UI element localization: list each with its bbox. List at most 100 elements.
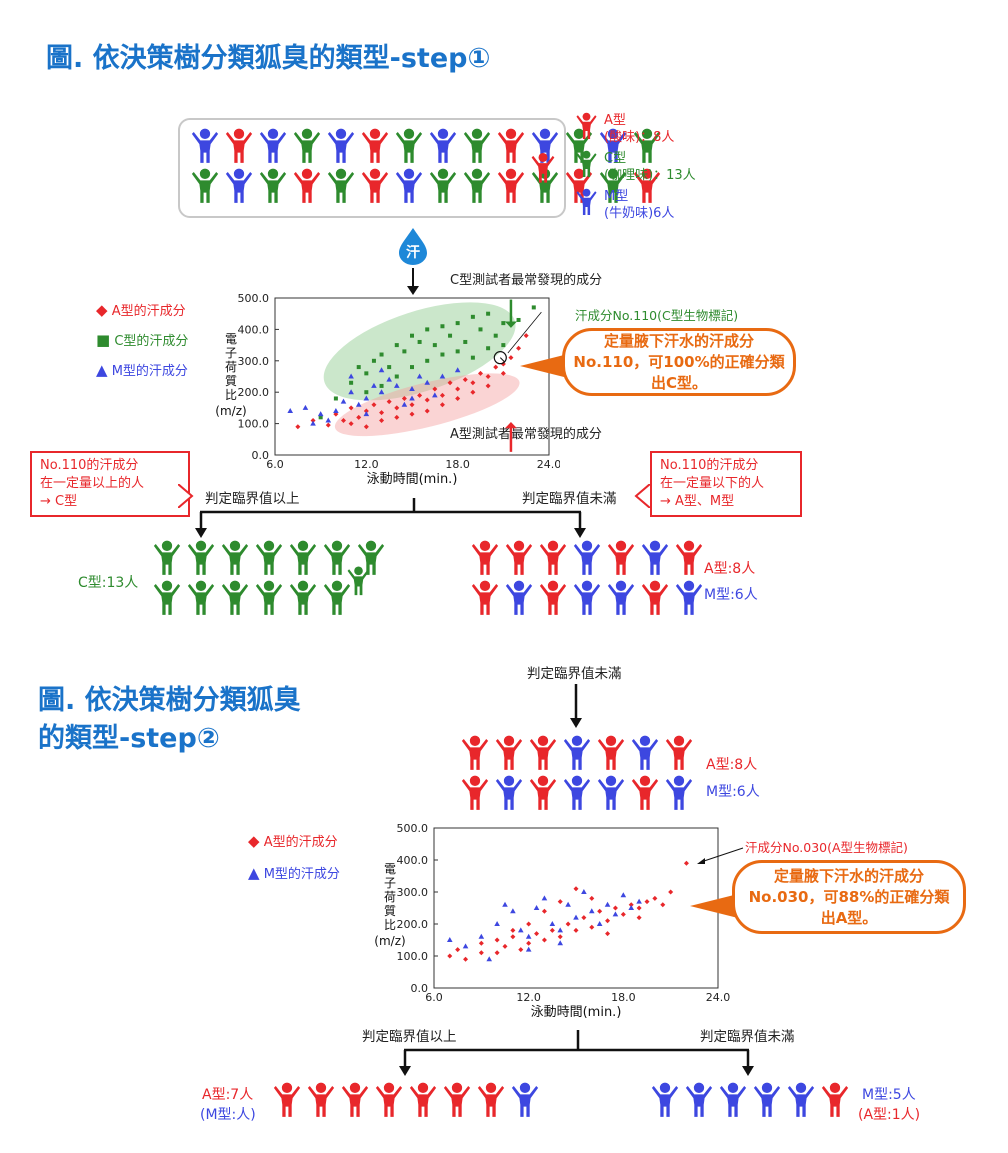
point-diamond xyxy=(401,395,407,401)
person-M-icon xyxy=(685,1082,713,1117)
legend-triangle-icon: ▲ xyxy=(96,361,108,379)
point-triangle xyxy=(378,367,385,373)
y-tick-label: 400.0 xyxy=(397,854,429,867)
person-M-icon xyxy=(576,188,597,215)
point-triangle xyxy=(401,401,408,407)
legend-a-label: A型的汗成分 xyxy=(111,304,186,319)
step2-top-row-1 xyxy=(460,735,694,771)
point-diamond xyxy=(485,374,491,379)
point-diamond xyxy=(424,397,430,403)
point-diamond xyxy=(379,410,385,416)
person-A-icon xyxy=(539,540,567,575)
person-C-icon xyxy=(323,540,351,575)
y-axis-label-char: 荷 xyxy=(384,890,396,904)
annot-c-text: C型測試者最常發現的成分 xyxy=(450,273,603,288)
point-diamond xyxy=(510,927,516,933)
person-C-icon xyxy=(221,580,249,615)
x-tick-label: 24.0 xyxy=(537,458,560,471)
person-A-icon xyxy=(495,735,523,770)
point-square xyxy=(486,346,491,351)
point-diamond xyxy=(462,377,468,383)
person-C-icon xyxy=(187,540,215,575)
legend-a-label-2: A型的汗成分 xyxy=(263,835,338,850)
point-diamond xyxy=(500,361,506,367)
type-legend-desc: (牛奶味)6人 xyxy=(604,206,675,221)
bottom-right-sub-label: (A型:1人) xyxy=(858,1107,921,1123)
y-axis-unit: (m/z) xyxy=(374,934,405,948)
person-C-icon xyxy=(576,150,597,177)
point-triangle xyxy=(565,901,571,907)
arrow-down-icon xyxy=(570,684,582,728)
y-axis-label-char: 電 xyxy=(384,862,396,876)
person-A-icon xyxy=(361,168,389,203)
point-diamond xyxy=(478,940,484,946)
type-legend-name: C型 xyxy=(604,151,627,166)
y-tick-label: 200.0 xyxy=(238,386,270,399)
plot-frame xyxy=(433,827,719,989)
bubble-2: 定量腋下汗水的汗成分No.030，可88%的正確分類出A型。 xyxy=(732,860,966,934)
person-C-icon xyxy=(599,168,627,203)
person-M-icon xyxy=(327,128,355,163)
point-square xyxy=(501,343,506,348)
point-diamond xyxy=(485,383,491,389)
step2-top-m-label: M型:6人 xyxy=(706,784,760,800)
person-C-icon xyxy=(153,580,181,615)
person-C-icon xyxy=(221,540,249,575)
point-triangle xyxy=(596,921,603,926)
point-square xyxy=(402,349,407,354)
person-A-icon xyxy=(471,580,499,615)
point-triangle xyxy=(302,404,309,410)
branch-arrows-1 xyxy=(195,498,586,538)
point-diamond xyxy=(379,417,385,423)
left-group-row-2 xyxy=(152,580,352,616)
y-axis-unit: (m/z) xyxy=(215,404,246,418)
plot-frame xyxy=(274,297,550,456)
type-legend-item: A型 (酸味)：8人 xyxy=(575,112,755,146)
right-callout-line2: 在一定量以下的人 xyxy=(660,476,765,491)
y-tick-label: 500.0 xyxy=(397,822,429,835)
point-diamond xyxy=(518,947,524,953)
person-M-icon xyxy=(599,128,627,163)
x-tick-label: 18.0 xyxy=(445,458,470,471)
person-C-icon xyxy=(357,540,385,575)
person-A-icon xyxy=(273,1082,301,1117)
point-diamond xyxy=(589,895,595,901)
person-A-icon xyxy=(471,540,499,575)
person-M-icon xyxy=(505,580,533,615)
point-triangle xyxy=(462,943,469,949)
person-M-icon xyxy=(787,1082,815,1117)
point-triangle xyxy=(386,376,392,382)
point-diamond xyxy=(510,934,516,940)
point-diamond xyxy=(636,915,642,921)
crowd-row-2 xyxy=(190,168,662,204)
person-A-icon xyxy=(821,1082,849,1117)
point-square xyxy=(455,321,460,326)
person-C-icon xyxy=(327,168,355,203)
point-diamond xyxy=(541,908,547,914)
point-triangle xyxy=(588,908,595,914)
sweat-label: 汗 xyxy=(406,244,420,261)
right-group-row-1 xyxy=(470,540,704,576)
point-square xyxy=(463,339,468,344)
bubble-pointer xyxy=(520,354,568,378)
y-tick-label: 500.0 xyxy=(238,292,270,305)
point-triangle xyxy=(549,921,556,926)
person-C-icon xyxy=(347,566,370,596)
point-diamond xyxy=(644,899,650,905)
x-tick-label: 24.0 xyxy=(706,991,731,1004)
person-M-icon xyxy=(395,168,423,203)
point-triangle xyxy=(628,905,635,910)
point-triangle xyxy=(317,411,324,417)
point-diamond xyxy=(386,399,392,405)
point-triangle xyxy=(378,389,385,395)
branch-arrows-2 xyxy=(399,1030,754,1076)
point-triangle xyxy=(525,933,532,939)
point-diamond xyxy=(516,345,522,351)
step2-title-line1: 圖. 依決策樹分類狐臭 xyxy=(38,685,301,716)
point-square xyxy=(470,314,475,319)
point-diamond xyxy=(348,405,354,411)
person-A-icon xyxy=(375,1082,403,1117)
branch-left-label-2: 判定臨界值以上 xyxy=(362,1029,457,1045)
person-A-icon xyxy=(641,580,669,615)
point-diamond xyxy=(605,918,611,924)
